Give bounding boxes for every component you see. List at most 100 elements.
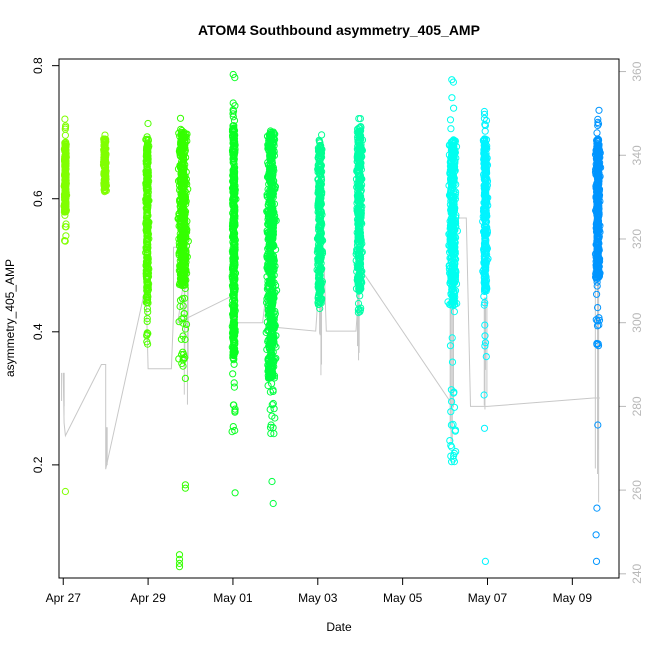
data-point bbox=[181, 325, 190, 333]
data-point bbox=[142, 249, 150, 257]
point-cluster bbox=[174, 114, 192, 571]
data-point bbox=[230, 167, 238, 175]
data-point bbox=[181, 294, 189, 302]
data-point bbox=[447, 125, 455, 133]
data-point bbox=[181, 256, 189, 264]
data-point bbox=[229, 324, 237, 332]
data-point bbox=[174, 214, 183, 222]
data-point bbox=[178, 198, 186, 206]
data-point bbox=[229, 122, 237, 130]
data-point bbox=[144, 135, 152, 143]
data-point bbox=[61, 178, 70, 186]
data-point bbox=[229, 282, 237, 290]
data-point bbox=[177, 254, 185, 262]
data-point bbox=[230, 184, 239, 192]
data-point bbox=[178, 351, 186, 359]
data-point bbox=[143, 317, 151, 325]
data-point bbox=[142, 186, 151, 194]
right-tick-label: 300 bbox=[630, 312, 644, 332]
data-point bbox=[229, 110, 237, 118]
data-point bbox=[61, 199, 69, 207]
data-point bbox=[230, 117, 239, 125]
x-tick-label: May 09 bbox=[553, 591, 593, 605]
data-point bbox=[143, 278, 151, 287]
data-point bbox=[228, 428, 236, 436]
point-cluster bbox=[262, 127, 281, 508]
data-point bbox=[143, 212, 151, 220]
data-point bbox=[231, 244, 239, 252]
right-tick-label: 340 bbox=[630, 145, 644, 165]
data-point bbox=[178, 131, 186, 140]
y-tick-label: 0.4 bbox=[31, 323, 45, 340]
data-point bbox=[143, 145, 151, 153]
data-point bbox=[144, 329, 152, 338]
data-point bbox=[229, 70, 237, 79]
data-point bbox=[61, 487, 70, 496]
data-point bbox=[177, 206, 185, 215]
data-point bbox=[182, 236, 190, 244]
data-point bbox=[177, 140, 185, 148]
data-point bbox=[144, 144, 152, 152]
data-point bbox=[228, 146, 237, 155]
data-point bbox=[231, 326, 239, 334]
plot-frame bbox=[58, 58, 620, 579]
data-point bbox=[230, 383, 238, 391]
right-tick-label: 360 bbox=[630, 61, 644, 81]
data-point bbox=[231, 194, 239, 202]
data-point bbox=[61, 155, 69, 163]
data-point bbox=[231, 168, 239, 176]
data-point bbox=[101, 143, 109, 151]
data-point bbox=[318, 131, 326, 139]
data-point bbox=[145, 218, 153, 226]
data-point bbox=[143, 315, 151, 323]
data-point bbox=[101, 170, 109, 178]
data-point bbox=[143, 250, 151, 258]
data-point bbox=[143, 281, 151, 289]
data-point bbox=[62, 220, 70, 228]
data-point bbox=[175, 551, 184, 559]
data-point bbox=[264, 382, 272, 390]
data-point bbox=[230, 292, 238, 300]
data-point bbox=[229, 113, 237, 121]
data-point bbox=[179, 203, 187, 211]
data-point bbox=[101, 154, 109, 162]
data-point bbox=[62, 177, 70, 186]
data-point bbox=[230, 401, 238, 409]
data-point bbox=[268, 477, 276, 486]
data-point bbox=[181, 481, 189, 489]
data-point bbox=[62, 171, 70, 179]
data-point bbox=[229, 127, 237, 135]
data-point bbox=[481, 557, 489, 566]
point-cluster bbox=[313, 131, 327, 313]
data-point bbox=[230, 379, 238, 387]
data-point bbox=[231, 345, 239, 353]
data-point bbox=[143, 274, 151, 282]
data-point bbox=[178, 152, 186, 160]
x-tick-label: May 01 bbox=[213, 591, 253, 605]
data-point bbox=[179, 273, 187, 281]
data-point bbox=[183, 226, 191, 234]
data-point bbox=[450, 104, 458, 112]
data-point bbox=[178, 226, 186, 234]
data-point bbox=[231, 164, 239, 172]
data-point bbox=[145, 177, 153, 185]
x-axis-label: Date bbox=[326, 620, 352, 634]
x-tick-label: May 07 bbox=[468, 591, 508, 605]
data-point bbox=[230, 176, 238, 184]
data-point bbox=[175, 555, 184, 564]
data-point bbox=[595, 106, 603, 114]
data-point bbox=[61, 153, 69, 161]
data-point bbox=[229, 106, 237, 114]
y-tick-label: 0.8 bbox=[31, 57, 45, 74]
data-point bbox=[174, 165, 183, 173]
data-point bbox=[230, 219, 238, 227]
point-cluster bbox=[99, 131, 111, 196]
data-point bbox=[230, 272, 238, 280]
data-point bbox=[143, 338, 151, 346]
data-point bbox=[142, 135, 150, 144]
x-tick-label: Apr 27 bbox=[46, 591, 82, 605]
data-point bbox=[231, 102, 239, 110]
data-point bbox=[593, 504, 601, 512]
x-tick-label: May 03 bbox=[298, 591, 338, 605]
